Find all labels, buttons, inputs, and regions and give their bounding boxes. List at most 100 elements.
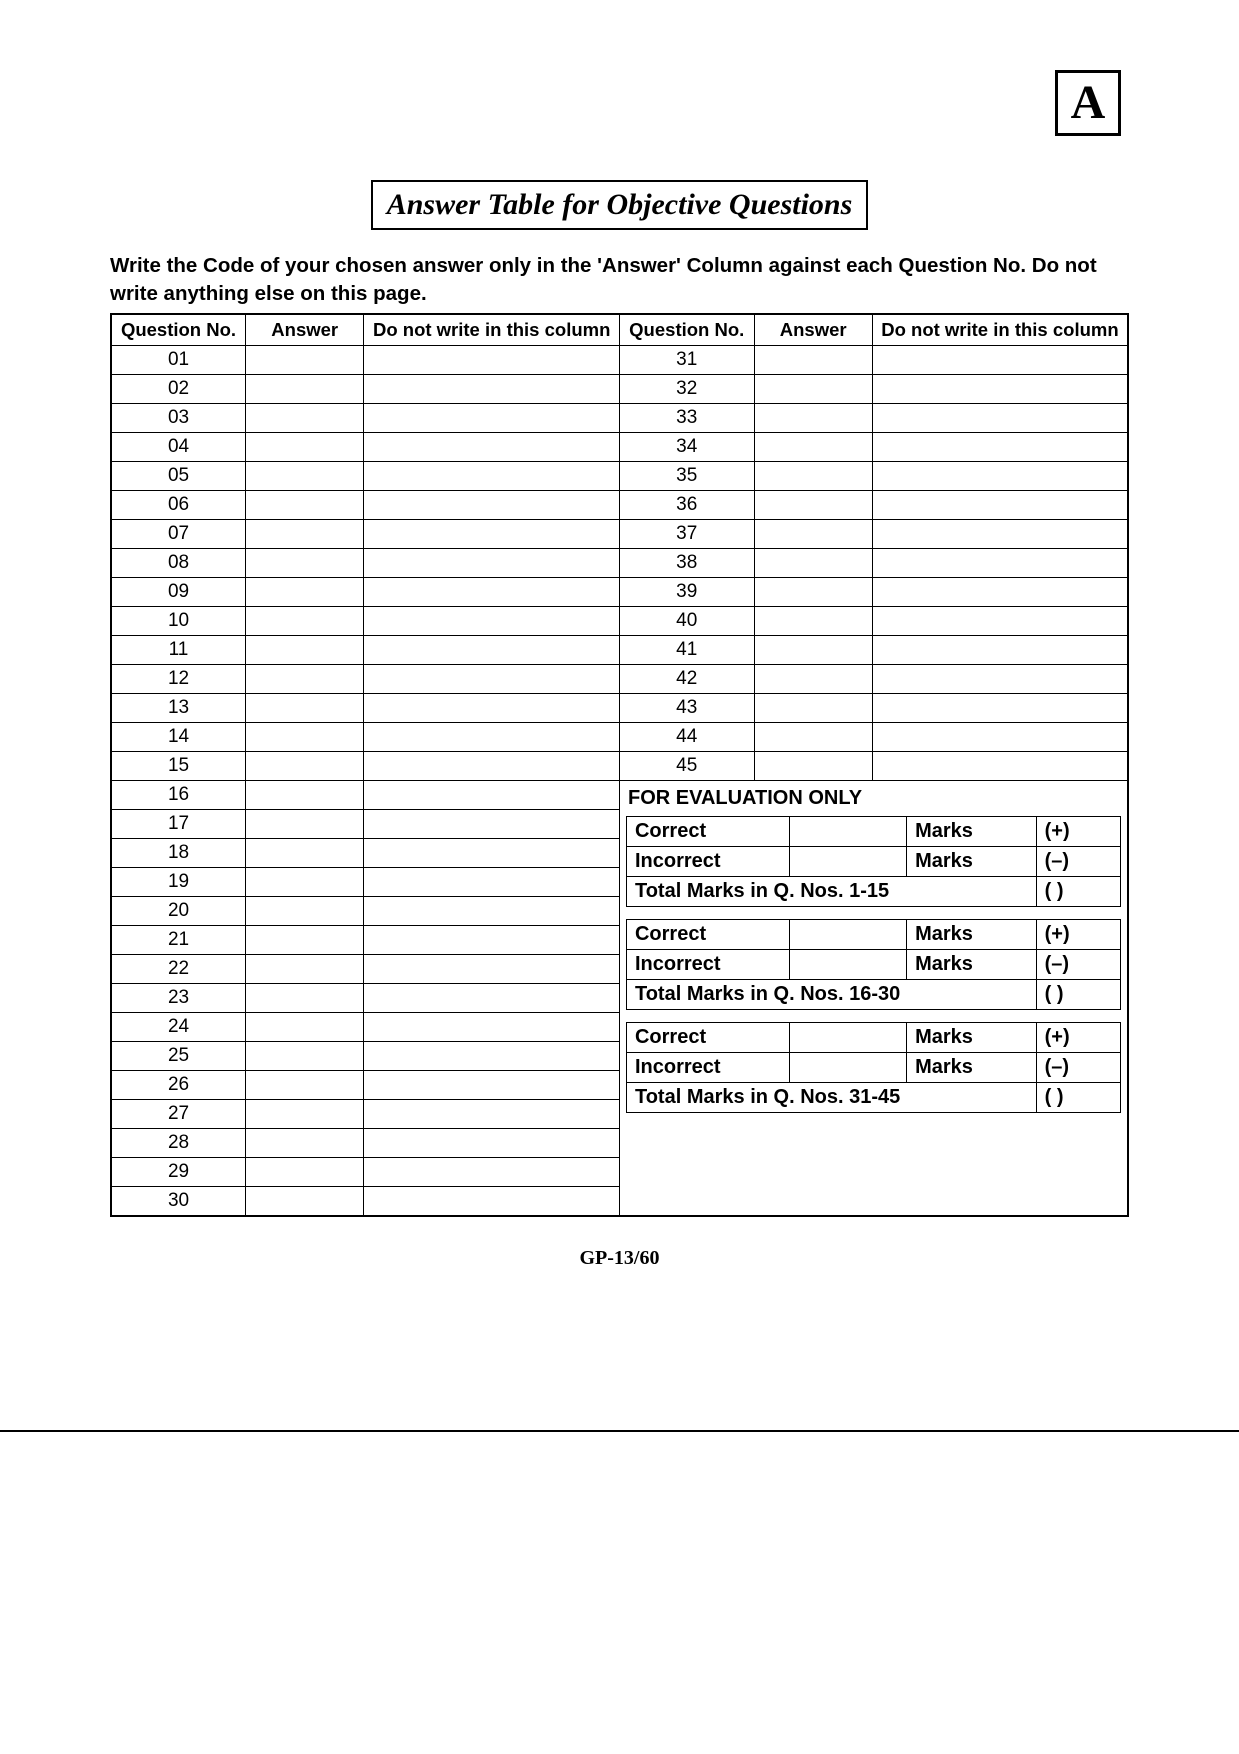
dnw-cell (364, 867, 620, 896)
answer-cell[interactable] (246, 1128, 364, 1157)
answer-cell[interactable] (754, 519, 872, 548)
dnw-cell (364, 374, 620, 403)
answer-cell[interactable] (246, 1070, 364, 1099)
answer-cell[interactable] (246, 1012, 364, 1041)
dnw-cell (364, 403, 620, 432)
eval-marks-label: Marks (907, 816, 1037, 846)
header-answer-left: Answer (246, 314, 364, 345)
dnw-cell (364, 345, 620, 374)
eval-incorrect-label: Incorrect (626, 1052, 789, 1082)
answer-cell[interactable] (246, 983, 364, 1012)
qno-cell: 01 (111, 345, 246, 374)
qno-cell: 02 (111, 374, 246, 403)
answer-cell[interactable] (246, 722, 364, 751)
eval-incorrect-label: Incorrect (626, 846, 789, 876)
answer-cell[interactable] (246, 1157, 364, 1186)
table-header-row: Question No. Answer Do not write in this… (111, 314, 1128, 345)
answer-cell[interactable] (754, 722, 872, 751)
answer-cell[interactable] (246, 432, 364, 461)
table-row: 1444 (111, 722, 1128, 751)
answer-cell[interactable] (246, 751, 364, 780)
qno-cell: 17 (111, 809, 246, 838)
answer-cell[interactable] (246, 606, 364, 635)
eval-incorrect-value (789, 949, 906, 979)
answer-cell[interactable] (246, 548, 364, 577)
qno-cell: 20 (111, 896, 246, 925)
table-row: 12 42 (111, 664, 1128, 693)
answer-cell[interactable] (246, 490, 364, 519)
answer-cell[interactable] (246, 1041, 364, 1070)
answer-cell[interactable] (246, 925, 364, 954)
table-row: 0535 (111, 461, 1128, 490)
answer-cell[interactable] (754, 548, 872, 577)
page-footer: GP-13/60 (110, 1247, 1129, 1270)
answer-cell[interactable] (246, 577, 364, 606)
answer-cell[interactable] (246, 461, 364, 490)
answer-cell[interactable] (246, 374, 364, 403)
dnw-cell (872, 461, 1128, 490)
answer-cell[interactable] (246, 403, 364, 432)
answer-cell[interactable] (246, 867, 364, 896)
qno-cell: 42 (619, 664, 754, 693)
answer-cell[interactable] (246, 1186, 364, 1216)
header-dnw-right: Do not write in this column (872, 314, 1128, 345)
qno-cell: 29 (111, 1157, 246, 1186)
eval-minus: (–) (1036, 1052, 1120, 1082)
answer-cell[interactable] (754, 374, 872, 403)
qno-cell: 45 (619, 751, 754, 780)
answer-cell[interactable] (246, 345, 364, 374)
dnw-cell (364, 780, 620, 809)
answer-cell[interactable] (754, 403, 872, 432)
answer-cell[interactable] (246, 954, 364, 983)
qno-cell: 03 (111, 403, 246, 432)
table-row: 0737 (111, 519, 1128, 548)
qno-cell: 43 (619, 693, 754, 722)
answer-cell[interactable] (754, 693, 872, 722)
answer-cell[interactable] (754, 635, 872, 664)
answer-cell[interactable] (246, 635, 364, 664)
header-answer-right: Answer (754, 314, 872, 345)
answer-cell[interactable] (754, 577, 872, 606)
eval-block-3: Correct Marks (+) Incorrect Marks (–) To… (626, 1022, 1121, 1113)
table-row: 1040 (111, 606, 1128, 635)
answer-cell[interactable] (754, 432, 872, 461)
dnw-cell (364, 490, 620, 519)
qno-cell: 11 (111, 635, 246, 664)
eval-total-label: Total Marks in Q. Nos. 1-15 (626, 876, 1036, 906)
table-row: 08 38 (111, 548, 1128, 577)
answer-cell[interactable] (246, 838, 364, 867)
dnw-cell (364, 1099, 620, 1128)
title-wrap: Answer Table for Objective Questions (110, 180, 1129, 230)
qno-cell: 08 (111, 548, 246, 577)
answer-cell[interactable] (754, 606, 872, 635)
answer-cell[interactable] (246, 519, 364, 548)
qno-cell: 31 (619, 345, 754, 374)
table-row: 1545 (111, 751, 1128, 780)
answer-cell[interactable] (754, 461, 872, 490)
dnw-cell (872, 490, 1128, 519)
answer-cell[interactable] (246, 664, 364, 693)
qno-cell: 14 (111, 722, 246, 751)
dnw-cell (872, 722, 1128, 751)
header-dnw-left: Do not write in this column (364, 314, 620, 345)
answer-cell[interactable] (754, 751, 872, 780)
dnw-cell (364, 809, 620, 838)
qno-cell: 23 (111, 983, 246, 1012)
eval-correct-label: Correct (626, 816, 789, 846)
table-row: 0434 (111, 432, 1128, 461)
qno-cell: 38 (619, 548, 754, 577)
eval-marks-label: Marks (907, 846, 1037, 876)
qno-cell: 12 (111, 664, 246, 693)
table-row: 0636 (111, 490, 1128, 519)
answer-cell[interactable] (246, 693, 364, 722)
answer-cell[interactable] (754, 490, 872, 519)
answer-cell[interactable] (754, 664, 872, 693)
answer-cell[interactable] (246, 809, 364, 838)
eval-correct-value (789, 1022, 906, 1052)
answer-cell[interactable] (246, 896, 364, 925)
answer-cell[interactable] (246, 1099, 364, 1128)
answer-cell[interactable] (246, 780, 364, 809)
qno-cell: 10 (111, 606, 246, 635)
qno-cell: 07 (111, 519, 246, 548)
answer-cell[interactable] (754, 345, 872, 374)
